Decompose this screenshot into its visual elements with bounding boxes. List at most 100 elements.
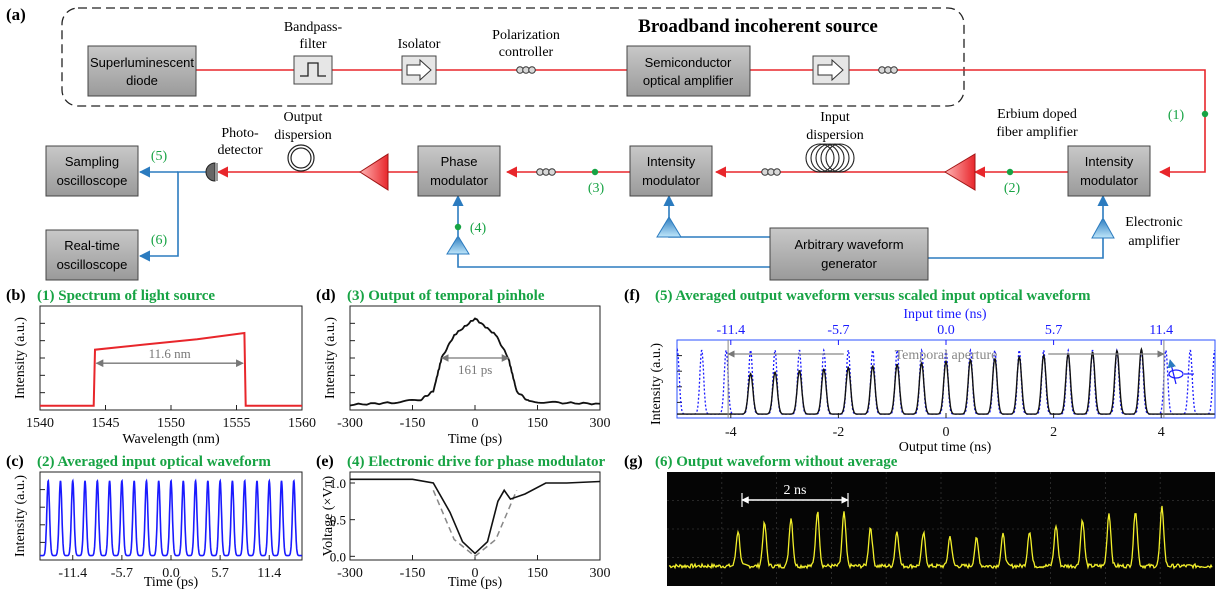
tick-label: -4 — [725, 425, 737, 440]
electrical-line — [138, 171, 206, 262]
pinhole-output-curve — [349, 317, 601, 407]
tick-label: -11.4 — [716, 323, 745, 338]
bandwidth-label: 11.6 nm — [149, 346, 191, 361]
tick-label: 1555 — [223, 416, 251, 431]
polarization-controller-icon — [548, 168, 556, 176]
spectrum-curve — [40, 331, 302, 407]
edfa-triangle-icon — [359, 153, 389, 191]
tap-point — [1201, 110, 1209, 118]
electronic-amplifier-icon — [446, 235, 470, 255]
svg-text:diode: diode — [126, 73, 158, 88]
tick-label: -300 — [337, 566, 363, 581]
svg-text:detector: detector — [217, 143, 262, 158]
input-dispersion-label: Input — [820, 110, 850, 125]
tick-label: 1.0 — [330, 476, 346, 491]
ylabel-b: Intensity (a.u.) — [13, 317, 28, 399]
tick-label: 1560 — [288, 416, 316, 431]
aperture-label: Temporal aperture — [895, 348, 998, 363]
setup-diagram: (a) Broadband incoherent source Superlum… — [6, 5, 1209, 281]
period-label: 2 ns — [784, 483, 807, 498]
polarization-controller-icon — [890, 66, 898, 74]
panel-title-c: (2) Averaged input optical waveform — [37, 454, 271, 470]
drive-voltage-curve — [350, 478, 601, 555]
source-boundary — [61, 7, 965, 107]
tick-label: 150 — [527, 566, 548, 581]
tick-label: 1550 — [157, 416, 185, 431]
tap-point — [1006, 168, 1014, 176]
isolator-icon — [401, 55, 437, 85]
tick-label: 11.4 — [257, 566, 281, 581]
photodetector-icon — [205, 162, 216, 182]
tick-label: 0.0 — [330, 549, 346, 564]
axis-switch-icon — [1167, 359, 1194, 385]
tick-label: 5.7 — [1045, 323, 1063, 338]
scope-trace — [668, 505, 1213, 570]
averaged-output-curve — [677, 346, 1215, 415]
polarization-label: Polarization — [492, 28, 560, 43]
ylabel-c: Intensity (a.u.) — [13, 475, 28, 557]
xlabel-f: Output time (ns) — [899, 440, 992, 455]
tap-label-1: (1) — [1168, 108, 1185, 123]
tap-point — [454, 223, 462, 231]
x2label-f: Input time (ns) — [903, 307, 987, 322]
intensity-modulator-1-box: Intensity modulator — [1067, 145, 1151, 197]
electronic-amplifier-icon — [1091, 216, 1115, 239]
tick-label: 0 — [943, 425, 950, 440]
tick-label: 5.7 — [211, 566, 229, 581]
output-dispersion-label: Output — [284, 110, 323, 125]
electrical-line — [457, 254, 770, 268]
width-label: 161 ps — [458, 362, 492, 377]
panel-title-d: (3) Output of temporal pinhole — [347, 288, 545, 304]
tap-label-3: (3) — [588, 181, 605, 196]
realtime-oscilloscope-box: Real-time oscilloscope — [45, 229, 139, 281]
tick-label: 0.0 — [162, 566, 180, 581]
sampling-oscilloscope-box: Sampling oscilloscope — [45, 145, 139, 197]
tap-label-2: (2) — [1004, 181, 1021, 196]
panel-label-c: (c) — [6, 453, 24, 470]
polarization-controller-icon — [773, 168, 781, 176]
tick-label: 1540 — [26, 416, 54, 431]
tick-label: -300 — [337, 416, 363, 431]
svg-text:modulator: modulator — [642, 173, 700, 188]
svg-text:Phase: Phase — [441, 154, 478, 169]
awg-box: Arbitrary waveform generator — [769, 227, 929, 281]
ideal-drive-curve — [432, 490, 518, 558]
panel-title-g: (6) Output waveform without average — [655, 454, 898, 470]
svg-text:oscilloscope: oscilloscope — [57, 257, 128, 272]
tick-label: -150 — [400, 416, 426, 431]
isolator-label: Isolator — [398, 37, 441, 52]
svg-text:generator: generator — [821, 256, 877, 271]
tap-label-4: (4) — [470, 221, 487, 236]
panel-g: (g) (6) Output waveform without average … — [624, 453, 1215, 586]
intensity-modulator-2-box: Intensity modulator — [629, 145, 713, 197]
edfa-label: Erbium doped — [997, 107, 1077, 122]
tick-label: 0.0 — [937, 323, 955, 338]
panel-label-g: (g) — [624, 453, 643, 470]
tick-label: -2 — [833, 425, 845, 440]
panel-b: (b) (1) Spectrum of light source 1540 154… — [6, 287, 316, 447]
svg-text:Intensity: Intensity — [1085, 154, 1134, 169]
svg-text:dispersion: dispersion — [274, 128, 332, 143]
tick-label: 4 — [1158, 425, 1165, 440]
svg-text:fiber amplifier: fiber amplifier — [996, 125, 1078, 140]
xlabel-c: Time (ps) — [144, 575, 199, 589]
tap-label-5: (5) — [151, 149, 168, 164]
tick-label: 2 — [1050, 425, 1057, 440]
polarization-controller-icon — [528, 66, 536, 74]
tick-label: 1545 — [92, 416, 120, 431]
svg-text:filter: filter — [299, 37, 327, 52]
xlabel-d: Time (ps) — [448, 432, 503, 447]
plot-frame — [349, 471, 601, 561]
phase-modulator-box: Phase modulator — [417, 145, 501, 197]
svg-text:amplifier: amplifier — [1128, 234, 1180, 249]
isolator-icon — [812, 55, 850, 85]
bandpass-filter-icon — [293, 55, 333, 85]
xlabel-e: Time (ps) — [448, 575, 503, 589]
svg-text:Intensity: Intensity — [647, 154, 696, 169]
panel-label-b: (b) — [6, 287, 26, 304]
tick-label: -11.4 — [58, 566, 87, 581]
panel-title-f: (5) Averaged output waveform versus scal… — [655, 288, 1091, 304]
tick-label: -5.7 — [111, 566, 133, 581]
svg-text:Real-time: Real-time — [64, 238, 120, 253]
source-title: Broadband incoherent source — [638, 16, 878, 37]
